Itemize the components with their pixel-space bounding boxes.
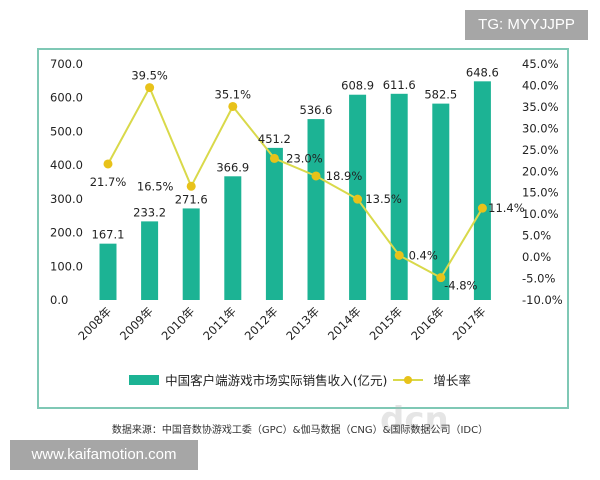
bar-value-label: 233.2 bbox=[133, 205, 166, 219]
growth-value-label: 13.5% bbox=[365, 192, 402, 206]
y-right-tick-label: 15.0% bbox=[522, 186, 559, 200]
growth-value-label: 35.1% bbox=[215, 87, 252, 101]
y-right-tick-label: -5.0% bbox=[522, 272, 555, 286]
growth-point bbox=[477, 203, 487, 213]
growth-value-label: 21.7% bbox=[90, 175, 127, 189]
x-tick-label: 2013年 bbox=[283, 304, 322, 343]
x-tick-label: 2008年 bbox=[75, 304, 114, 343]
legend: 中国客户端游戏市场实际销售收入(亿元) 增长率 bbox=[0, 370, 600, 389]
growth-point bbox=[311, 171, 321, 181]
bar-value-label: 451.2 bbox=[258, 132, 291, 146]
y-right-tick-label: 5.0% bbox=[522, 229, 551, 243]
logo-watermark: dcn bbox=[380, 400, 449, 440]
growth-line bbox=[107, 85, 484, 280]
bar bbox=[432, 103, 450, 300]
growth-point bbox=[228, 101, 238, 111]
bar bbox=[307, 119, 325, 300]
growth-point bbox=[186, 181, 196, 191]
bar-value-label: 611.6 bbox=[383, 78, 416, 92]
legend-bar-swatch bbox=[129, 374, 160, 385]
chart-frame bbox=[37, 48, 569, 409]
y-left-tick-label: 0.0 bbox=[50, 293, 68, 307]
growth-point bbox=[269, 153, 279, 163]
x-tick-label: 2009年 bbox=[117, 304, 156, 343]
growth-point bbox=[103, 159, 113, 169]
bar bbox=[265, 147, 283, 300]
bar-value-label: 648.6 bbox=[466, 65, 499, 79]
y-right-tick-label: 45.0% bbox=[522, 57, 559, 71]
bar-value-label: 608.9 bbox=[341, 79, 374, 93]
growth-value-label: 18.9% bbox=[326, 169, 363, 183]
bar bbox=[182, 208, 200, 300]
y-left-tick-label: 700.0 bbox=[50, 57, 83, 71]
growth-point bbox=[394, 250, 404, 260]
bar bbox=[224, 176, 242, 300]
y-left-tick-label: 500.0 bbox=[50, 124, 83, 138]
y-right-tick-label: 40.0% bbox=[522, 78, 559, 92]
data-source: 数据来源：中国音数协游戏工委（GPC）&伽马数据（CNG）&国际数据公司（IDC… bbox=[111, 425, 489, 436]
growth-value-label: 0.4% bbox=[409, 248, 438, 262]
y-right-tick-label: -10.0% bbox=[522, 293, 563, 307]
x-tick-label: 2011年 bbox=[200, 304, 239, 343]
bar bbox=[99, 243, 117, 300]
x-tick-label: 2017年 bbox=[450, 304, 489, 343]
growth-value-label: 11.4% bbox=[488, 201, 525, 215]
y-right-tick-label: 10.0% bbox=[522, 207, 559, 221]
bar-value-label: 366.9 bbox=[216, 160, 249, 174]
growth-point bbox=[353, 194, 363, 204]
x-tick-label: 2012年 bbox=[242, 304, 281, 343]
growth-value-label: 39.5% bbox=[131, 69, 168, 83]
growth-value-label: -4.8% bbox=[444, 279, 477, 293]
y-right-tick-label: 35.0% bbox=[522, 100, 559, 114]
x-tick-label: 2014年 bbox=[325, 304, 364, 343]
y-right-tick-label: 30.0% bbox=[522, 121, 559, 135]
legend-line-label: 增长率 bbox=[433, 373, 471, 388]
y-left-tick-label: 200.0 bbox=[50, 226, 83, 240]
y-right-tick-label: 25.0% bbox=[522, 143, 559, 157]
legend-bar-label: 中国客户端游戏市场实际销售收入(亿元) bbox=[165, 373, 388, 388]
bar bbox=[473, 81, 491, 301]
legend-line-swatch bbox=[393, 375, 424, 384]
bar-value-label: 536.6 bbox=[300, 103, 333, 117]
bar bbox=[141, 221, 159, 300]
growth-point bbox=[145, 83, 155, 93]
y-left-tick-label: 400.0 bbox=[50, 158, 83, 172]
y-right-tick-label: 0.0% bbox=[522, 250, 551, 264]
growth-point bbox=[436, 273, 446, 283]
y-left-tick-label: 600.0 bbox=[50, 91, 83, 105]
y-left-tick-label: 100.0 bbox=[50, 259, 83, 273]
y-right-tick-label: 20.0% bbox=[522, 164, 559, 178]
growth-value-label: 23.0% bbox=[286, 151, 323, 165]
y-left-tick-label: 300.0 bbox=[50, 192, 83, 206]
tg-watermark: TG: MYYJJPP bbox=[465, 10, 588, 40]
bar-value-label: 167.1 bbox=[92, 228, 125, 242]
x-tick-label: 2010年 bbox=[159, 304, 198, 343]
bar-value-label: 271.6 bbox=[175, 192, 208, 206]
x-tick-label: 2015年 bbox=[367, 304, 406, 343]
growth-value-label: 16.5% bbox=[137, 179, 174, 193]
bar-value-label: 582.5 bbox=[424, 88, 457, 102]
site-watermark: www.kaifamotion.com bbox=[10, 440, 198, 470]
x-tick-label: 2016年 bbox=[408, 304, 447, 343]
